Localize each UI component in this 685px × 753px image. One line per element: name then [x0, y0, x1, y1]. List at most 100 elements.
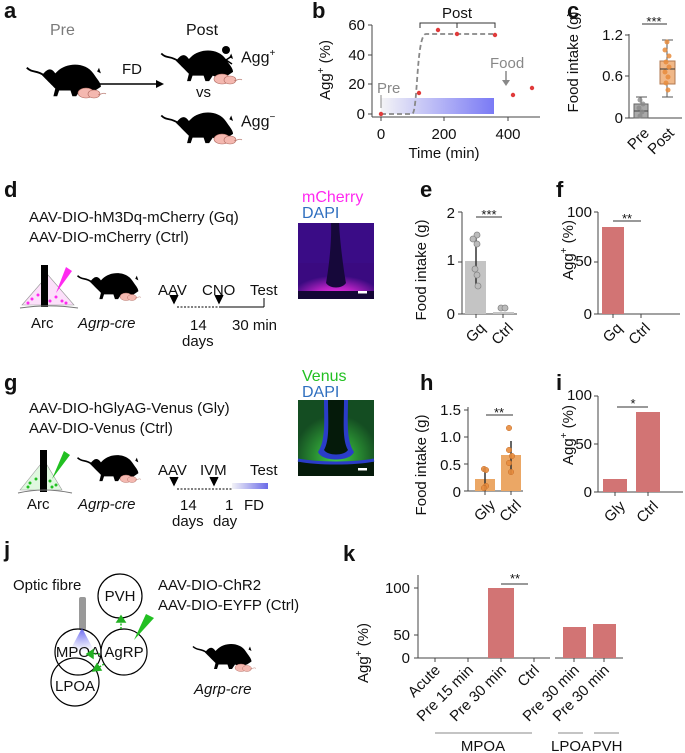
- svg-text:Gly: Gly: [601, 497, 629, 525]
- panel-i-chart: Agg+ (%) 100 50 0 * Gly Ctrl: [559, 387, 683, 526]
- svg-text:0: 0: [584, 484, 592, 501]
- mcherry-micrograph: [298, 223, 374, 299]
- svg-text:400: 400: [495, 126, 520, 143]
- stain-venus-label: Venus: [302, 368, 347, 385]
- svg-text:0.6: 0.6: [602, 68, 623, 85]
- panel-letter-d: d: [4, 177, 18, 202]
- pup-icon: [119, 474, 142, 483]
- mouse-line: Agrp-cre: [78, 496, 136, 513]
- construct-ctrl: AAV-DIO-Venus (Ctrl): [29, 420, 173, 437]
- y-axis-label: Food intake (g): [565, 12, 582, 113]
- panel-letter-f: f: [556, 177, 564, 202]
- venus-micrograph: [297, 400, 375, 476]
- panel-c-chart: Food intake (g) 1.20.60 *** Pre Post: [565, 12, 682, 158]
- injection-pipette-icon: [134, 614, 154, 640]
- post-bracket-label: Post: [442, 5, 473, 22]
- svg-text:40: 40: [348, 47, 365, 64]
- svg-text:PVH: PVH: [105, 588, 136, 605]
- construct-gq: AAV-DIO-hM3Dq-mCherry (Gq): [29, 209, 239, 226]
- pup-icon: [234, 663, 257, 672]
- scale-bar: [358, 291, 367, 294]
- pup-icon: [119, 292, 142, 301]
- sig-stars: ***: [481, 207, 496, 222]
- svg-text:Gly: Gly: [471, 496, 499, 524]
- post-label: Post: [186, 22, 219, 39]
- optic-fiber-icon: [40, 450, 47, 492]
- svg-text:Post: Post: [645, 124, 679, 158]
- svg-text:0.5: 0.5: [440, 457, 461, 474]
- x-axis-label: Time (min): [408, 145, 479, 162]
- optic-fibre-label: Optic fibre: [13, 577, 82, 594]
- group-mpoa: MPOA: [461, 738, 505, 753]
- pre-annotation: Pre: [377, 80, 400, 97]
- timeline-aav: AAV: [158, 462, 187, 479]
- timeline-14: 14: [190, 317, 207, 334]
- svg-text:2: 2: [447, 205, 455, 222]
- injection-pipette-icon: [56, 267, 72, 293]
- region-arc: Arc: [27, 496, 50, 513]
- panel-letter-e: e: [420, 177, 433, 202]
- timeline-30min: 30 min: [232, 317, 278, 334]
- timeline-fd: FD: [244, 497, 264, 514]
- fd-period-bar: [381, 98, 494, 114]
- optic-fibre-icon: [79, 597, 86, 630]
- timeline-test: Test: [250, 282, 278, 299]
- timeline-14: 14: [180, 497, 197, 514]
- fd-label: FD: [122, 61, 142, 78]
- sigmoid-fit-line: [381, 33, 494, 115]
- agg-minus-label: Agg−: [241, 112, 276, 131]
- data-points: [378, 27, 535, 117]
- panel-letter-k: k: [343, 541, 356, 566]
- construct-gly: AAV-DIO-hGlyAG-Venus (Gly): [29, 400, 230, 417]
- panel-letter-h: h: [420, 370, 434, 395]
- fd-arrow-icon: [100, 80, 164, 88]
- svg-text:MPOA: MPOA: [56, 644, 100, 661]
- svg-text:100: 100: [385, 580, 410, 597]
- svg-text:1.2: 1.2: [602, 27, 623, 44]
- vs-label: vs: [196, 84, 211, 101]
- svg-text:0: 0: [584, 306, 592, 323]
- region-arc: Arc: [31, 315, 54, 332]
- projection-arrows: [85, 614, 127, 672]
- food-annotation: Food: [490, 55, 524, 72]
- panel-letter-c: c: [567, 0, 580, 23]
- panel-f-chart: Agg+ (%) 100 50 0 ** Gq Ctrl: [559, 204, 680, 348]
- scale-bar: [358, 468, 367, 471]
- fd-bar: [232, 483, 268, 489]
- pup-pre-icon: [77, 87, 107, 99]
- timeline-ivm: IVM: [200, 462, 227, 479]
- y-axis-label: Food intake (g): [413, 220, 430, 321]
- svg-text:1.0: 1.0: [440, 429, 461, 446]
- svg-text:Gq: Gq: [463, 320, 489, 346]
- timeline-days: days: [172, 513, 204, 530]
- timeline-test: Test: [250, 462, 278, 479]
- y-axis-label: Agg+ (%): [354, 623, 372, 683]
- panel-d-schematic: [19, 265, 265, 309]
- sig-stars: **: [622, 211, 632, 226]
- svg-text:0: 0: [615, 110, 623, 127]
- panel-letter-i: i: [556, 370, 563, 395]
- timeline-day: day: [213, 513, 238, 530]
- svg-text:Gq: Gq: [600, 320, 626, 346]
- svg-text:200: 200: [431, 126, 456, 143]
- timeline-cno: CNO: [202, 282, 236, 299]
- construct-ctrl: AAV-DIO-mCherry (Ctrl): [29, 229, 189, 246]
- y-axis-label: Agg+ (%): [559, 220, 577, 280]
- panel-letter-b: b: [312, 0, 326, 23]
- optic-fiber-icon: [41, 265, 48, 307]
- group-lpoa: LPOA: [551, 738, 591, 753]
- food-arrow-icon: [502, 80, 510, 86]
- injection-pipette-icon: [52, 451, 70, 479]
- svg-text:50: 50: [575, 253, 592, 270]
- stain-mcherry-label: mCherry: [302, 189, 364, 206]
- stain-dapi-label: DAPI: [302, 205, 340, 222]
- svg-text:Ctrl: Ctrl: [625, 320, 654, 349]
- svg-text:50: 50: [393, 627, 410, 644]
- svg-text:Ctrl: Ctrl: [488, 320, 517, 349]
- y-axis-label: Agg+ (%): [559, 405, 577, 465]
- panel-letter-g: g: [4, 370, 18, 395]
- agg-plus-label: Agg+: [241, 48, 276, 67]
- svg-text:LPOA: LPOA: [55, 678, 95, 695]
- skull-icon: [219, 46, 233, 65]
